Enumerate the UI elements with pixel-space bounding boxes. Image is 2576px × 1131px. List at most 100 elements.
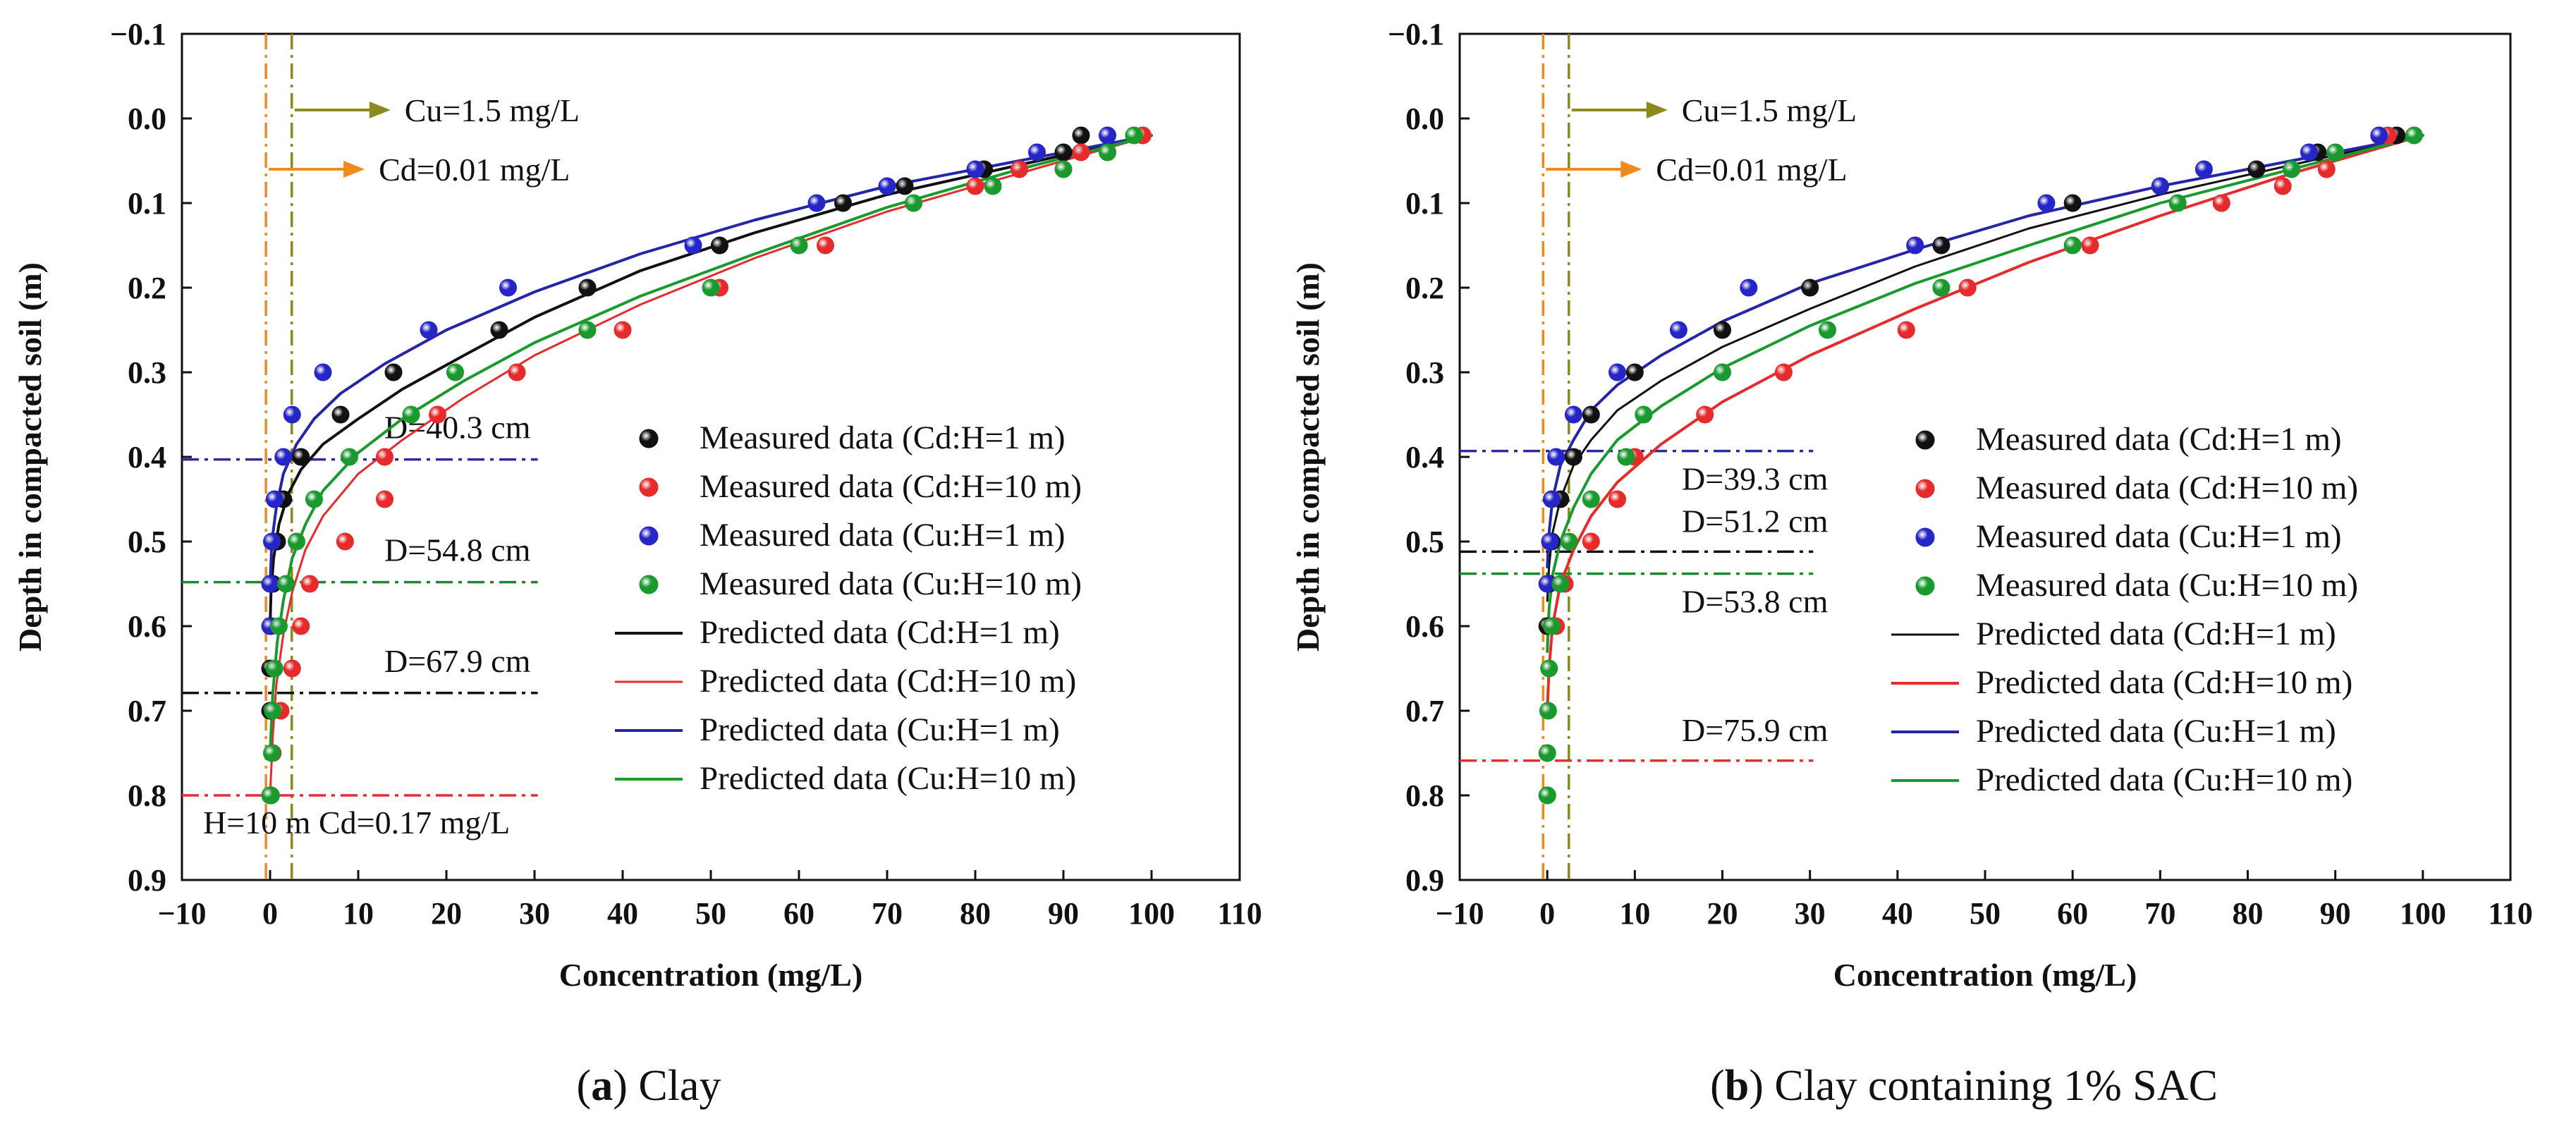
data-point: [1897, 321, 1915, 339]
data-point: [1542, 490, 1561, 508]
caption-open: (: [1710, 1062, 1725, 1110]
legend-marker: [639, 575, 659, 594]
x-tick-label: 80: [2233, 896, 2264, 931]
data-point: [1564, 448, 1582, 466]
data-point: [1819, 321, 1836, 339]
data-point: [1538, 786, 1556, 805]
y-tick-label: 0.6: [1405, 609, 1444, 644]
legend-marker: [639, 477, 659, 497]
data-point: [790, 236, 808, 255]
data-point: [878, 177, 896, 195]
panel-a: −10 0 10 20 30 40 50 60 70 80 90 100 110 −0.1 0.0 0.1 0.…: [12, 17, 1262, 1110]
x-tick-label: 50: [695, 896, 726, 931]
data-point: [2326, 143, 2345, 161]
data-point: [1539, 702, 1557, 720]
legend-label: Predicted data (Cu:H=1 m): [700, 711, 1060, 748]
data-point: [1696, 405, 1714, 424]
x-tick-label: 30: [519, 896, 550, 931]
limit-arrow-head: [369, 102, 391, 118]
data-point: [277, 575, 295, 593]
legend-marker: [1915, 430, 1935, 450]
caption-letter: a: [591, 1062, 613, 1110]
data-point: [1958, 279, 1977, 297]
x-tick-label: 10: [343, 896, 374, 931]
data-point: [300, 575, 319, 593]
data-point: [702, 279, 720, 297]
legend-label: Predicted data (Cu:H=1 m): [1976, 713, 2336, 750]
data-point: [446, 363, 464, 381]
data-point: [429, 405, 446, 424]
x-tick-label: 100: [2400, 896, 2446, 931]
predicted-curve: [1546, 134, 2424, 602]
predicted-curve: [1546, 134, 2424, 653]
y-tick-label: 0.0: [128, 102, 166, 136]
data-point: [1617, 448, 1635, 466]
data-point: [1609, 363, 1626, 381]
data-point: [614, 321, 632, 339]
depth-label: D=53.8 cm: [1682, 584, 1829, 620]
caption-letter: b: [1725, 1062, 1749, 1110]
legend-label: Measured data (Cd:H=1 m): [700, 420, 1066, 456]
data-point: [261, 786, 279, 805]
data-point: [1625, 363, 1644, 381]
data-point: [1609, 490, 1626, 508]
data-point: [384, 363, 403, 381]
y-tick-label: 0.2: [128, 271, 166, 305]
legend-marker: [639, 526, 659, 546]
legend-label: Measured data (Cd:H=10 m): [700, 468, 1082, 505]
data-point: [376, 448, 393, 466]
data-point: [2300, 143, 2318, 161]
limit-arrow-head: [1620, 161, 1642, 178]
data-point: [1547, 448, 1565, 466]
y-tick-label: 0.8: [128, 778, 166, 813]
y-tick-label: 0.3: [1405, 355, 1444, 390]
y-tick-label: −0.1: [1388, 17, 1444, 51]
data-point: [1635, 405, 1653, 424]
y-tick-label: 0.5: [1405, 525, 1444, 559]
data-point: [1669, 321, 1687, 339]
depth-label: D=39.3 cm: [1682, 461, 1829, 497]
data-point: [1072, 126, 1090, 145]
x-tick-label: 50: [1970, 896, 2001, 931]
data-point: [1774, 363, 1793, 381]
data-point: [263, 744, 281, 762]
data-point: [1551, 575, 1570, 593]
legend-label: Predicted data (Cu:H=10 m): [700, 760, 1076, 797]
y-tick-label: 0.2: [1405, 271, 1444, 305]
data-point: [261, 575, 279, 593]
data-point: [2370, 126, 2388, 145]
legend-label: Measured data (Cu:H=1 m): [1976, 518, 2342, 555]
legend-label: Predicted data (Cd:H=1 m): [700, 614, 1060, 651]
legend-marker: [1915, 576, 1935, 596]
data-point: [2037, 194, 2056, 212]
data-point: [1028, 143, 1046, 161]
legend-label: Predicted data (Cd:H=10 m): [1976, 664, 2352, 701]
x-tick-label: 10: [1619, 896, 1650, 931]
data-point: [376, 490, 393, 508]
legend-label: Predicted data (Cd:H=10 m): [700, 663, 1076, 699]
y-tick-label: −0.1: [110, 17, 166, 51]
data-point: [508, 363, 526, 381]
data-point: [966, 160, 984, 178]
x-axis-label: Concentration (mg/L): [559, 957, 863, 993]
depth-label: D=67.9 cm: [384, 643, 531, 679]
panel-caption: (b) Clay containing 1% SAC: [1710, 1062, 2218, 1110]
legend-label: Measured data (Cd:H=1 m): [1976, 421, 2342, 458]
caption-open: (: [577, 1062, 592, 1110]
data-point: [283, 405, 301, 424]
legend-marker: [1915, 527, 1935, 547]
x-tick-label: 20: [431, 896, 462, 931]
data-point: [1542, 617, 1561, 635]
data-point: [578, 279, 597, 297]
caption-text: ) Clay: [613, 1062, 721, 1110]
y-tick-label: 0.5: [128, 525, 166, 559]
x-tick-label: 20: [1707, 896, 1738, 931]
y-tick-label: 0.4: [128, 440, 166, 475]
limit-arrow-head: [1646, 102, 1668, 118]
data-point: [1564, 405, 1582, 424]
data-point: [1932, 279, 1951, 297]
x-tick-label: 110: [1217, 896, 1262, 931]
x-tick-label: −10: [157, 896, 206, 931]
depth-label: D=75.9 cm: [1682, 712, 1829, 748]
